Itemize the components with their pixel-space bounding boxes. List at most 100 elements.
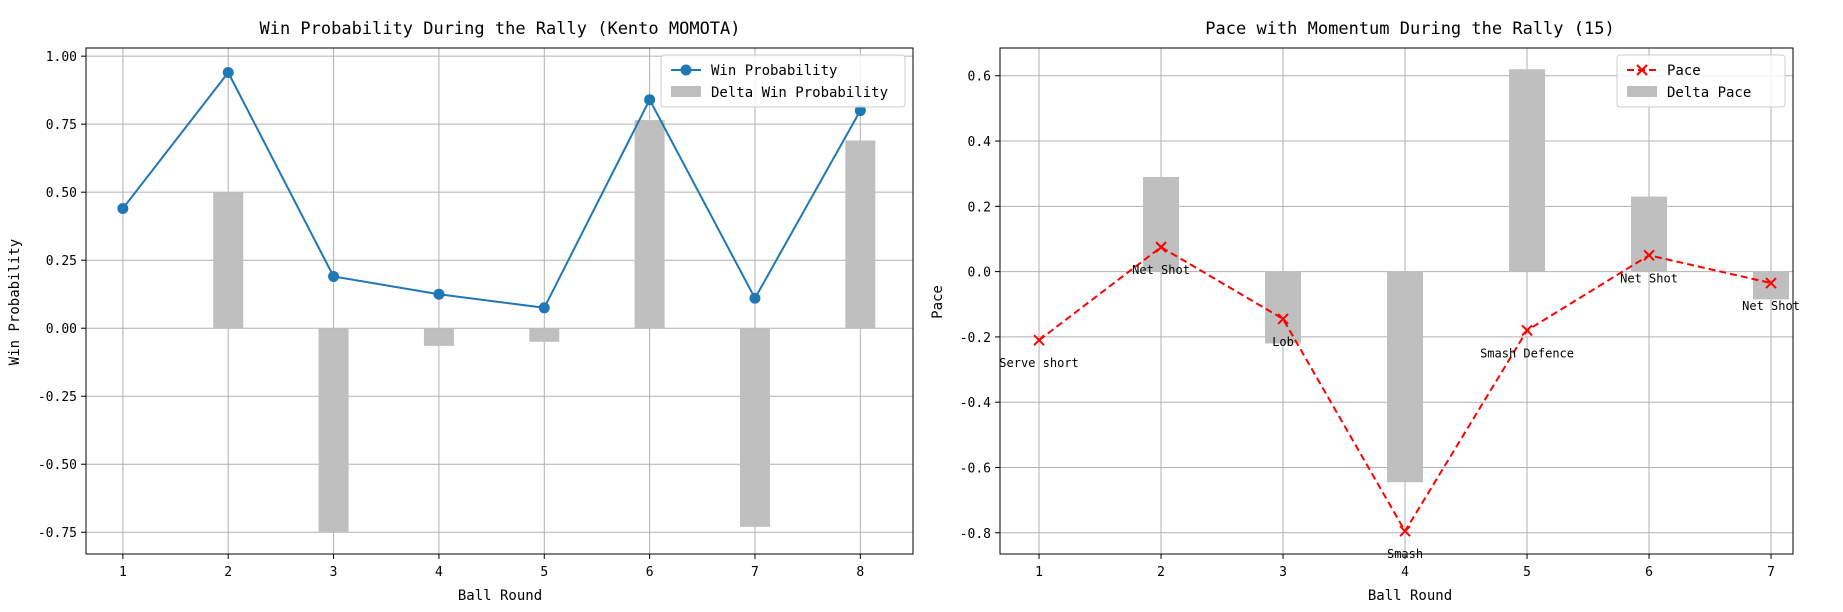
x-tick-label: 2 [1157, 565, 1165, 580]
data-point [222, 66, 234, 78]
y-tick-label: 0.2 [968, 200, 991, 215]
legend-bar-swatch [1627, 86, 1657, 97]
data-point [1155, 241, 1167, 253]
y-tick-label: 0.4 [968, 135, 992, 150]
legend-label: Win Probability [711, 63, 837, 79]
x-tick-label: 6 [1645, 565, 1653, 580]
bar [1753, 271, 1790, 300]
bar-series [213, 120, 876, 533]
x-tick-label: 8 [856, 565, 864, 580]
point-annotation: Lob [1272, 335, 1294, 349]
legend-label: Delta Pace [1667, 85, 1751, 101]
plot-frame [999, 47, 1794, 555]
x-marker-stroke [1643, 249, 1655, 262]
bar [1509, 69, 1546, 272]
bar [318, 328, 349, 533]
legend-marker [1636, 64, 1648, 76]
point-annotation: Serve short [999, 356, 1078, 370]
data-point [433, 288, 445, 300]
bar [845, 140, 876, 329]
legend-label: Delta Win Probability [711, 85, 888, 101]
data-point [1277, 313, 1289, 325]
data-point [1643, 249, 1655, 262]
data-point [1033, 334, 1045, 346]
x-tick-label: 2 [224, 565, 232, 580]
y-tick-label: -0.4 [960, 396, 991, 411]
x-axis-label: Ball Round [458, 588, 542, 604]
data-point [328, 271, 340, 283]
x-tick-label: 5 [540, 565, 548, 580]
data-points [117, 66, 866, 314]
legend: Win Probability Delta Win Probability [660, 54, 906, 108]
x-tick-label: 3 [330, 565, 338, 580]
x-marker-stroke [1399, 525, 1411, 537]
x-marker-stroke [1765, 277, 1777, 289]
bar [423, 328, 454, 346]
chart-title: Win Probability During the Rally (Kento … [259, 19, 740, 39]
point-annotation: Net Shot [1132, 263, 1190, 277]
legend-entry: Pace [1627, 63, 1701, 79]
chart-win-probability: Win Probability During the Rally (Kento … [7, 19, 914, 604]
data-point [1399, 525, 1411, 537]
y-axis-ticks: 1.00 0.75 0.50 0.25 0.00 -0.25 -0.50 -0.75 [38, 50, 86, 541]
x-tick-label: 7 [1767, 565, 1775, 580]
y-tick-label: -0.8 [960, 527, 991, 542]
data-points [1033, 241, 1777, 537]
data-point [538, 302, 550, 314]
point-annotation: Net Shot [1620, 271, 1678, 285]
bar [1631, 196, 1668, 272]
y-tick-label: 0.0 [968, 266, 991, 281]
legend-label: Pace [1667, 63, 1701, 79]
bar [1387, 271, 1424, 483]
y-tick-label: 0.75 [46, 118, 77, 133]
x-tick-label: 4 [1401, 565, 1409, 580]
y-tick-label: -0.2 [960, 331, 991, 346]
data-point [644, 94, 656, 106]
y-axis-ticks: 0.6 0.4 0.2 0.0 -0.2 -0.4 -0.6 -0.8 [960, 70, 1000, 542]
chart-title: Pace with Momentum During the Rally (15) [1205, 19, 1614, 39]
y-tick-label: 1.00 [46, 50, 77, 65]
chart-pace: Pace with Momentum During the Rally (15)… [930, 19, 1800, 604]
x-axis-ticks: 1 2 3 4 5 6 7 [1035, 554, 1775, 580]
x-tick-label: 6 [646, 565, 654, 580]
x-marker-stroke [1155, 241, 1167, 253]
y-tick-label: 0.6 [968, 70, 991, 85]
x-marker-stroke [1033, 334, 1045, 346]
x-axis-label: Ball Round [1368, 588, 1452, 604]
x-tick-label: 5 [1523, 565, 1531, 580]
x-tick-label: 1 [1035, 565, 1043, 580]
legend-entry: Delta Win Probability [671, 85, 888, 101]
bar [739, 328, 770, 527]
series-line [122, 70, 862, 309]
y-tick-label: -0.75 [38, 526, 77, 541]
point-annotation: Net Shot [1742, 299, 1800, 313]
bar-series [1143, 69, 1790, 483]
y-tick-label: 0.25 [46, 254, 77, 269]
point-annotation: Smash Defence [1480, 346, 1574, 360]
legend: Pace Delta Pace [1616, 54, 1786, 108]
x-tick-label: 3 [1279, 565, 1287, 580]
y-tick-label: 0.00 [46, 322, 77, 337]
data-point [117, 203, 129, 215]
data-point [1521, 324, 1533, 337]
y-tick-label: -0.50 [38, 458, 77, 473]
y-tick-label: -0.25 [38, 390, 77, 405]
legend-bar-swatch [671, 86, 701, 97]
legend-box [1616, 54, 1786, 108]
x-tick-label: 1 [119, 565, 127, 580]
plot-frame [85, 47, 914, 555]
x-axis-ticks: 1 2 3 4 5 6 7 8 [119, 554, 864, 580]
legend-entry: Win Probability [671, 63, 837, 79]
x-marker-stroke [1521, 324, 1533, 337]
bar [529, 328, 560, 342]
y-tick-label: 0.50 [46, 186, 77, 201]
x-tick-label: 7 [751, 565, 759, 580]
bar [213, 192, 244, 329]
data-point [749, 292, 761, 304]
y-tick-label: -0.6 [960, 461, 991, 476]
legend-entry: Delta Pace [1627, 85, 1751, 101]
data-point [854, 105, 866, 117]
bar [1265, 271, 1302, 344]
legend-marker [680, 64, 692, 76]
